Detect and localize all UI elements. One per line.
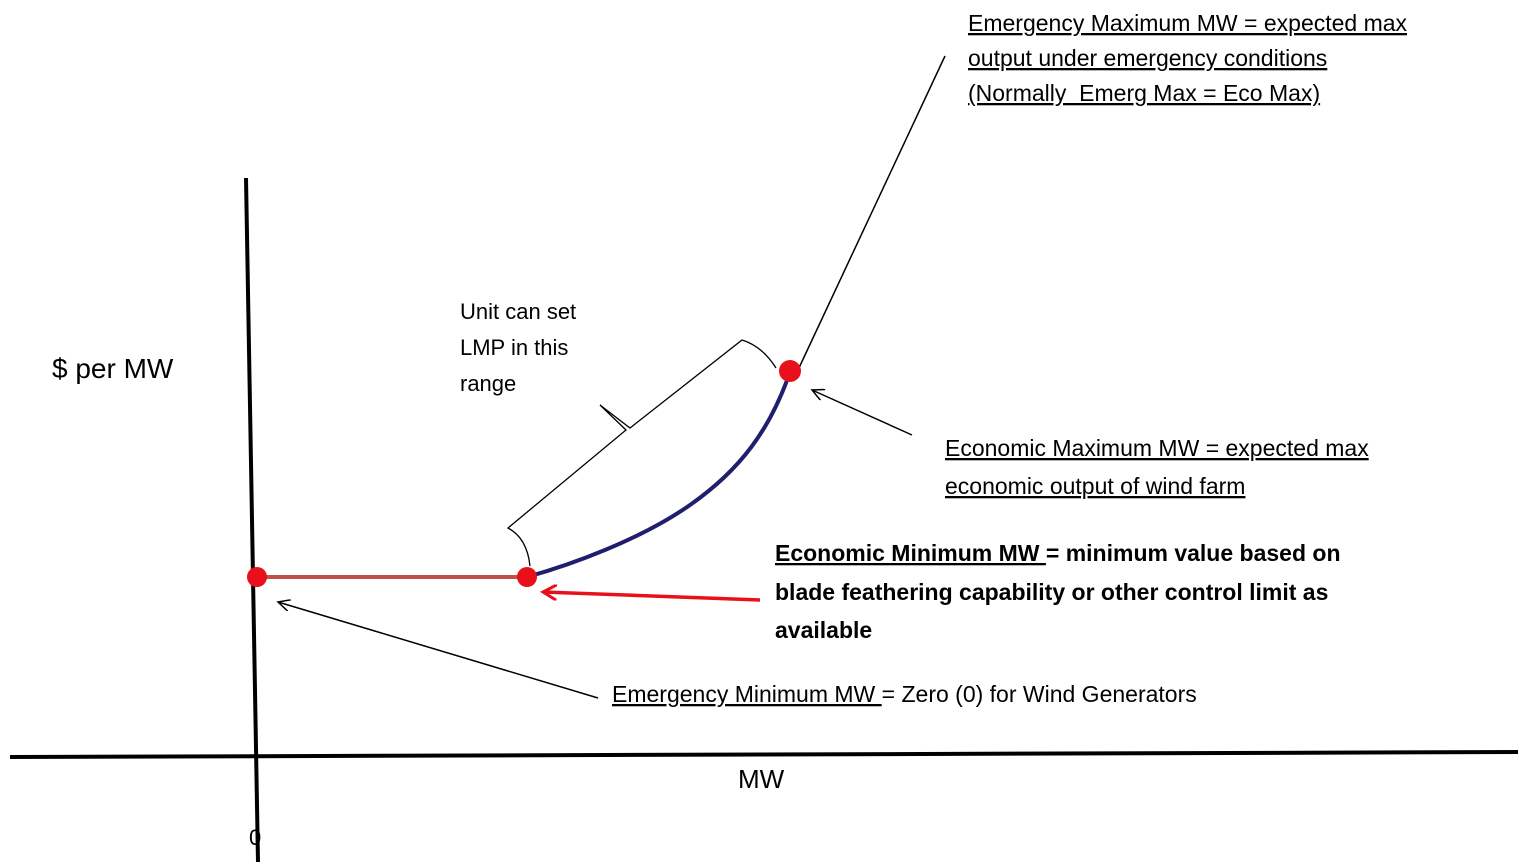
annotation: blade feathering capability or other con… (775, 579, 1328, 605)
x-axis-label: MW (738, 764, 785, 794)
annotation-text: = Zero (0) for Wind Generators (882, 681, 1197, 707)
annotation-text: = minimum value based on (1046, 540, 1341, 566)
annotation: economic output of wind farm (945, 473, 1245, 499)
point (779, 360, 801, 382)
arrow (278, 602, 599, 699)
annotation: Emergency Minimum MW = Zero (0) for Wind… (612, 681, 1197, 707)
annotation: Economic Maximum MW = expected max (945, 435, 1369, 461)
range-brace (506, 339, 777, 567)
annotation: (Normally Emerg Max = Eco Max) (968, 80, 1320, 106)
annotation-term: Economic Minimum MW (775, 540, 1046, 566)
pointer-line (797, 55, 946, 371)
y-axis (244, 177, 260, 862)
point (517, 567, 537, 587)
annotation: Emergency Maximum MW = expected max (968, 10, 1408, 36)
annotation: output under emergency conditions (968, 45, 1327, 71)
y-axis-label: $ per MW (52, 353, 174, 384)
point (247, 567, 267, 587)
annotation-term: Emergency Minimum MW (612, 681, 882, 707)
offer-curve (526, 371, 792, 579)
arrow (812, 390, 913, 436)
range-note: range (460, 371, 516, 396)
origin-label: 0 (249, 825, 261, 850)
annotation: Economic Minimum MW = minimum value base… (775, 540, 1341, 566)
range-note: LMP in this (460, 335, 568, 360)
annotation: available (775, 617, 872, 643)
x-axis (9, 750, 1519, 759)
arrow (543, 592, 761, 602)
range-note: Unit can set (460, 299, 576, 324)
